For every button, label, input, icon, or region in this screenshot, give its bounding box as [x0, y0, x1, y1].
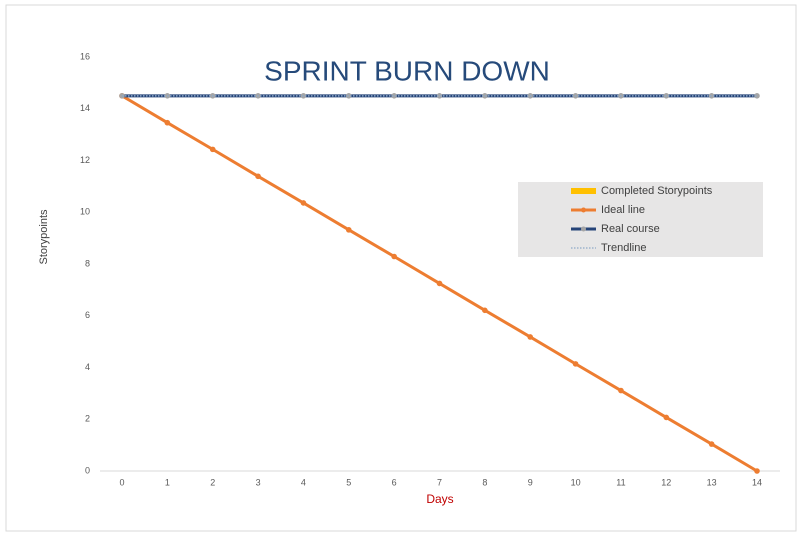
- chart-title: SPRINT BURN DOWN: [264, 55, 550, 86]
- x-tick-label: 6: [392, 477, 397, 487]
- x-tick-label: 7: [437, 477, 442, 487]
- point-marker: [527, 334, 534, 340]
- point-marker: [618, 387, 624, 394]
- legend-box: [518, 182, 763, 257]
- point-marker: [663, 414, 670, 421]
- point-marker: [391, 253, 397, 260]
- y-tick-label: 8: [85, 258, 90, 268]
- x-axis-label: Days: [426, 492, 453, 506]
- legend-marker: [581, 226, 586, 232]
- point-marker: [164, 119, 171, 126]
- point-marker: [391, 93, 397, 99]
- point-marker: [436, 93, 443, 99]
- y-tick-label: 6: [85, 310, 90, 320]
- point-marker: [209, 146, 216, 153]
- x-tick-label: 0: [119, 477, 124, 487]
- y-tick-label: 4: [85, 362, 90, 372]
- point-marker: [345, 227, 352, 233]
- point-marker: [754, 468, 760, 474]
- x-tick-label: 9: [528, 477, 533, 487]
- x-tick-label: 13: [707, 477, 717, 487]
- y-tick-label: 2: [85, 414, 90, 424]
- y-tick-label: 14: [80, 103, 90, 113]
- point-marker: [708, 441, 715, 447]
- point-marker: [572, 361, 579, 367]
- point-marker: [754, 93, 760, 99]
- x-tick-label: 4: [301, 477, 306, 487]
- x-tick-label: 8: [482, 477, 487, 487]
- y-tick-label: 10: [80, 207, 90, 217]
- point-marker: [708, 93, 715, 99]
- legend-label: Real course: [601, 223, 660, 235]
- point-marker: [300, 200, 307, 206]
- x-tick-label: 11: [616, 477, 625, 487]
- x-tick-label: 5: [346, 477, 351, 487]
- y-axis-label: Storypoints: [38, 209, 50, 265]
- point-marker: [345, 93, 352, 99]
- x-tick-label: 1: [165, 477, 170, 487]
- legend-marker: [581, 207, 586, 213]
- x-tick-label: 2: [210, 477, 215, 487]
- y-tick-label: 0: [85, 465, 90, 475]
- legend-swatch: [571, 188, 596, 194]
- chart-border: [5, 4, 797, 532]
- legend-label: Trendline: [601, 242, 646, 254]
- y-tick-label: 16: [80, 51, 90, 61]
- x-tick-label: 3: [256, 477, 261, 487]
- x-tick-label: 12: [661, 477, 671, 487]
- x-tick-label: 14: [752, 477, 762, 487]
- legend-label: Completed Storypoints: [601, 185, 713, 197]
- point-marker: [436, 280, 443, 287]
- y-tick-label: 12: [80, 155, 90, 165]
- point-marker: [255, 173, 261, 180]
- legend-label: Ideal line: [601, 204, 645, 216]
- x-tick-label: 10: [571, 477, 581, 487]
- point-marker: [482, 307, 488, 314]
- point-marker: [482, 93, 488, 99]
